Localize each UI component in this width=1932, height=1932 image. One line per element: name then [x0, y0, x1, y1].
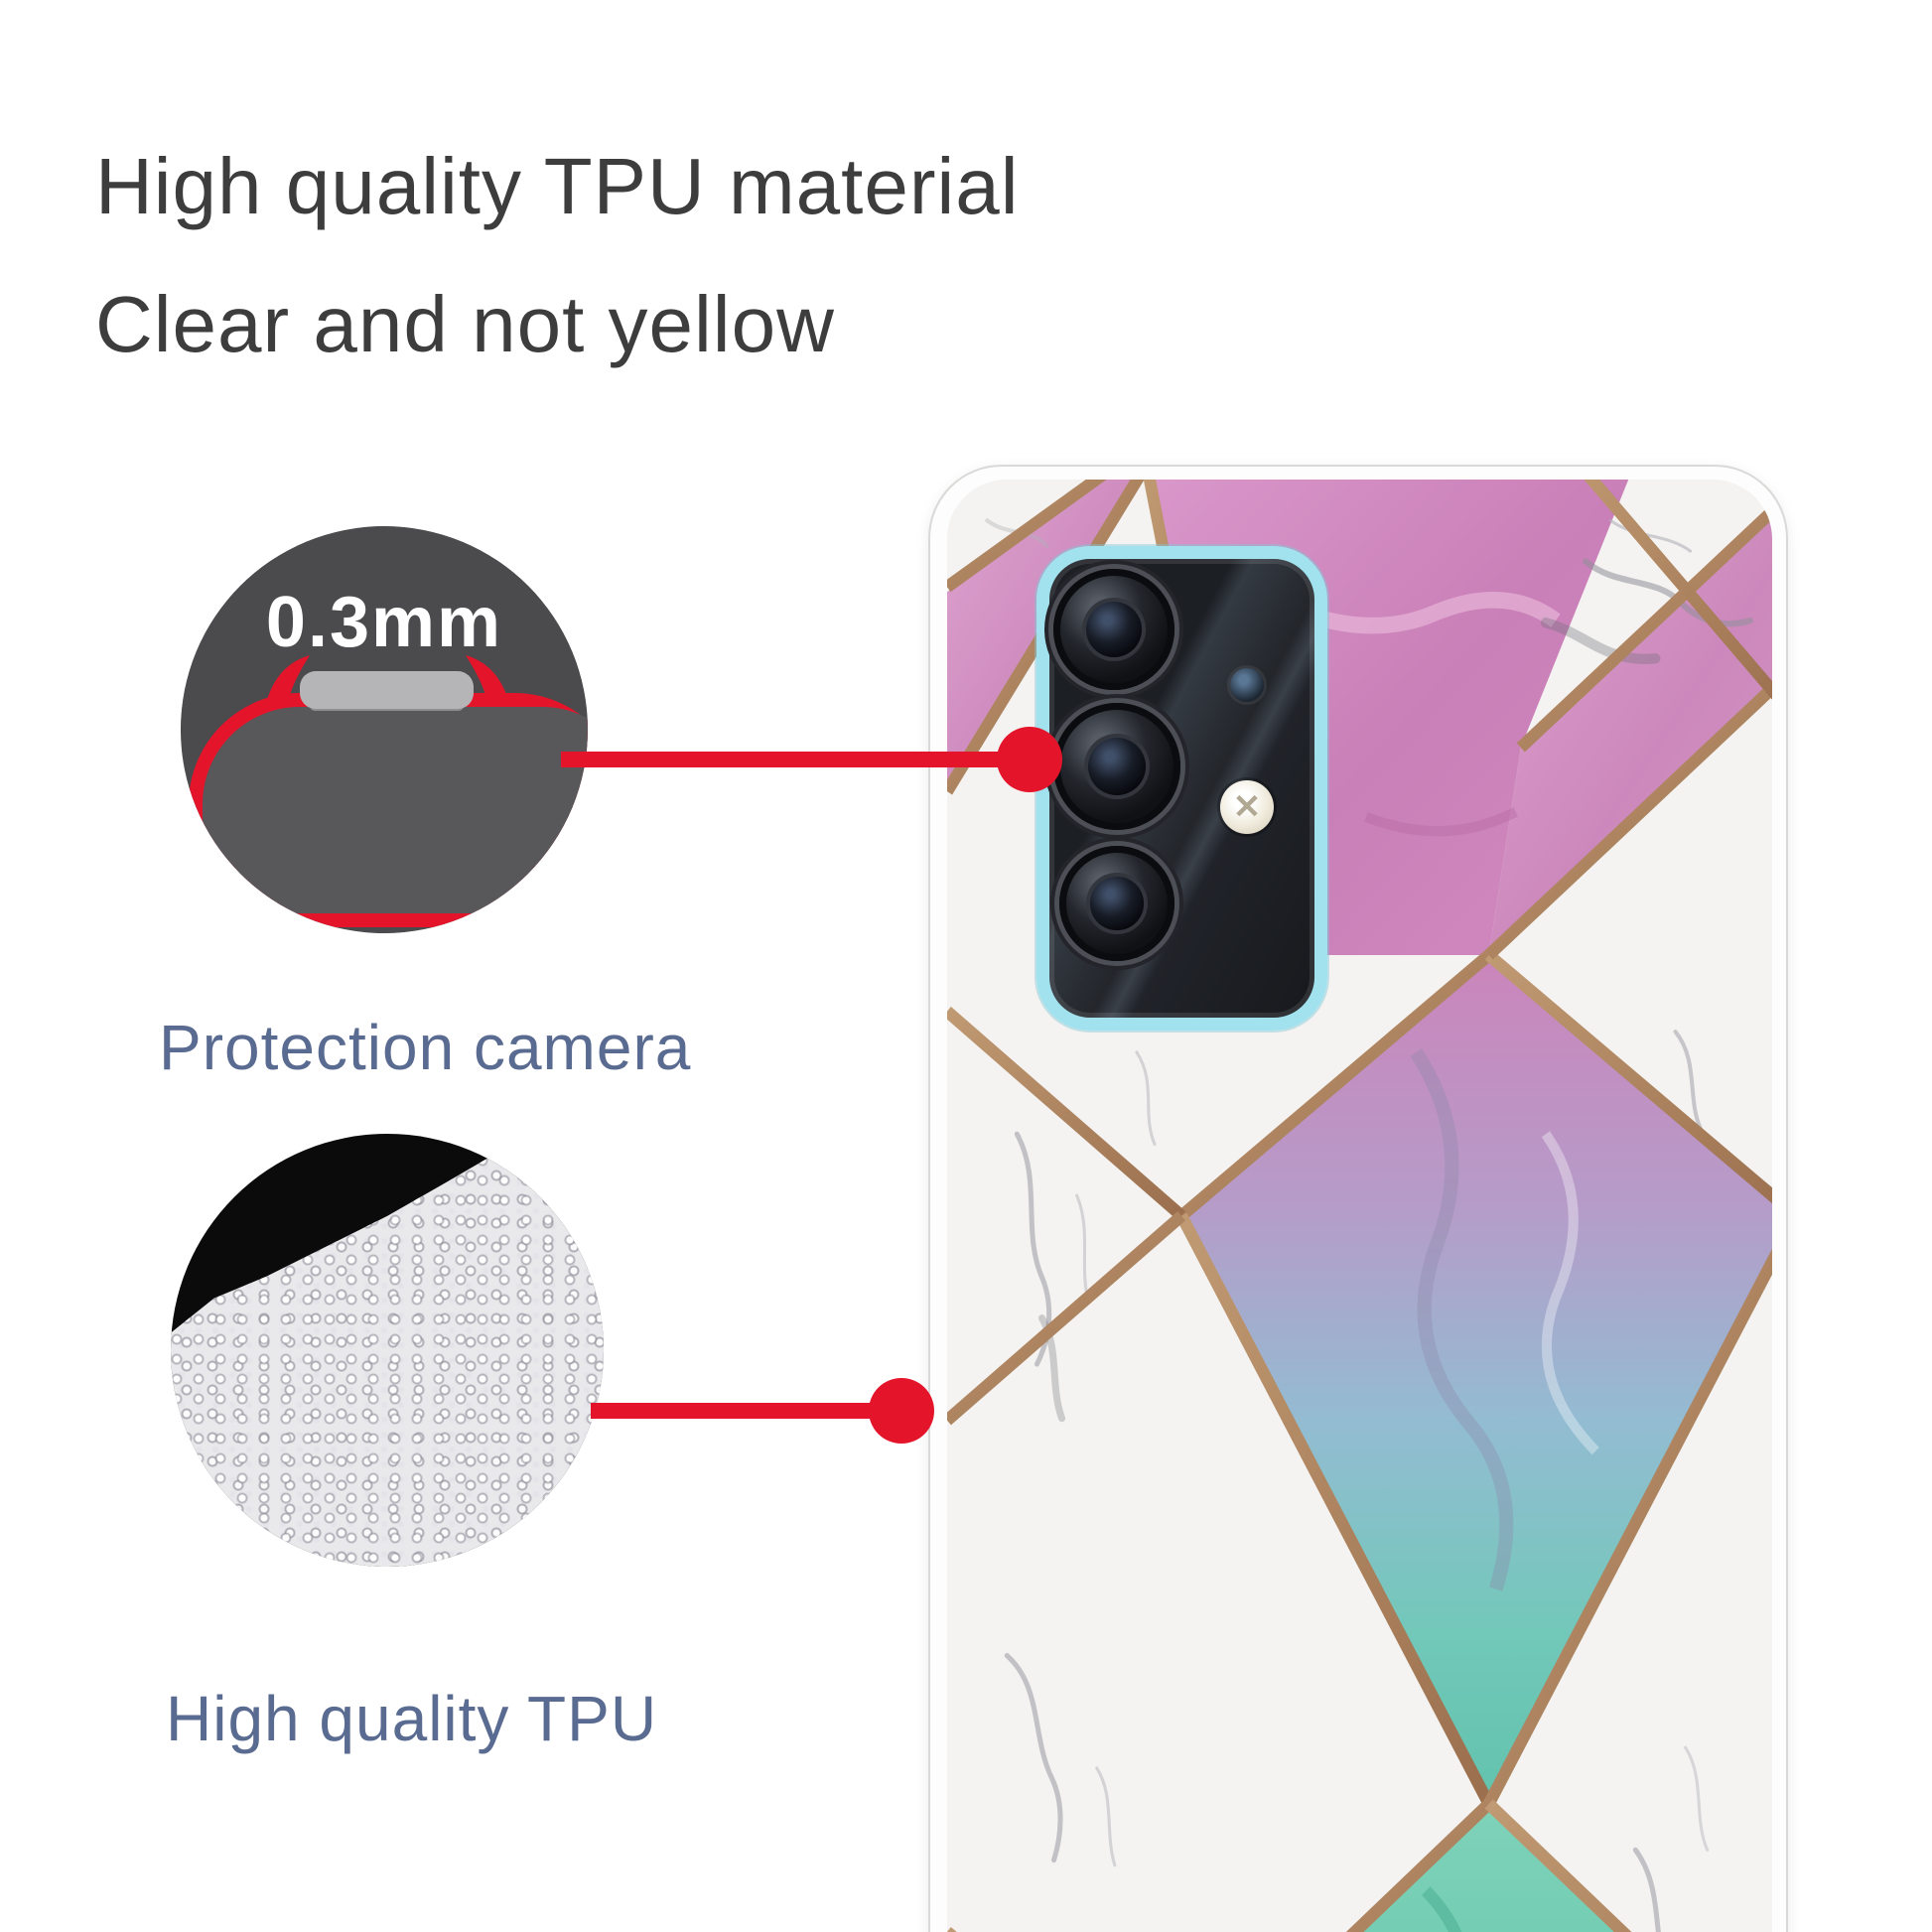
connector-line-camera: [561, 752, 1030, 767]
callout-tpu-granules: [171, 1134, 604, 1567]
depth-sensor-icon: [1230, 668, 1264, 702]
callout-camera-protection: 0.3mm: [181, 526, 588, 933]
camera-lens-icon: [1053, 703, 1180, 830]
marble-pattern: ✕: [947, 480, 1772, 1932]
camera-lens-icon: [1053, 569, 1174, 690]
tpu-granules-photo: [171, 1134, 604, 1567]
caption-protection-camera: Protection camera: [159, 1012, 692, 1083]
phone-case-photo: ✕: [928, 465, 1788, 1932]
heading: High quality TPU material Clear and not …: [95, 117, 1020, 393]
camera-module: ✕: [1036, 546, 1327, 1031]
camera-lens-icon: [1059, 846, 1174, 961]
flash-icon: ✕: [1220, 780, 1274, 834]
marble-pattern-art: [947, 480, 1772, 1932]
connector-dot-camera: [997, 727, 1062, 792]
connector-dot-tpu: [869, 1378, 934, 1444]
caption-high-quality-tpu: High quality TPU: [166, 1683, 658, 1754]
thickness-badge: 0.3mm: [265, 583, 503, 662]
heading-line-1: High quality TPU material: [95, 142, 1020, 230]
connector-line-tpu: [591, 1403, 901, 1419]
case-lip-diagram: [181, 526, 588, 933]
heading-line-2: Clear and not yellow: [95, 280, 835, 368]
